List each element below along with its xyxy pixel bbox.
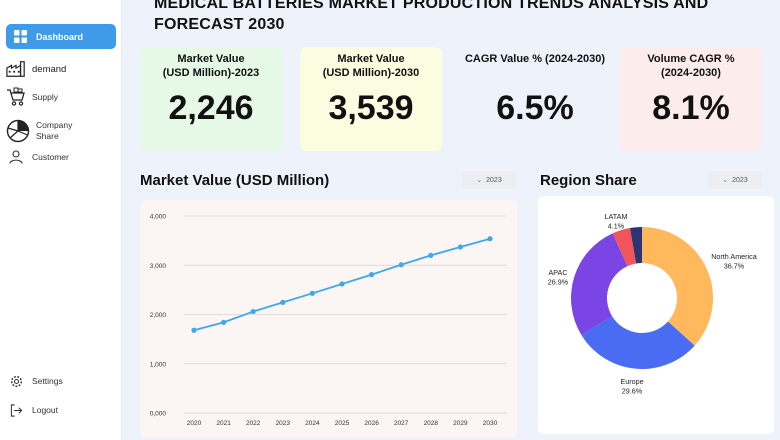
x-tick-label: 2022 bbox=[246, 420, 261, 427]
y-tick-label: 3,000 bbox=[150, 263, 167, 270]
data-point bbox=[487, 236, 493, 242]
pie-slice bbox=[571, 233, 628, 335]
sidebar-item-label: Supply bbox=[32, 92, 58, 102]
slice-value-label: 29.6% bbox=[622, 387, 643, 396]
kpi-card-market-value-2023: Market Value (USD Million)-2023 2,246 bbox=[140, 47, 282, 151]
x-tick-label: 2027 bbox=[394, 420, 409, 427]
data-point bbox=[339, 281, 345, 287]
x-tick-label: 2026 bbox=[364, 420, 379, 427]
sidebar-item-customer[interactable]: Customer bbox=[6, 148, 116, 166]
sidebar-item-logout[interactable]: Logout bbox=[6, 401, 116, 419]
kpi-card-market-value-2030: Market Value (USD Million)-2030 3,539 bbox=[300, 47, 442, 151]
pie-slice bbox=[630, 227, 642, 264]
slice-value-label: 36.7% bbox=[724, 262, 745, 271]
sidebar-item-label: demand bbox=[32, 63, 67, 75]
cart-icon bbox=[6, 87, 26, 107]
gear-icon bbox=[6, 371, 26, 391]
x-tick-label: 2028 bbox=[424, 420, 439, 427]
x-tick-label: 2024 bbox=[305, 420, 320, 427]
pie-slice bbox=[612, 228, 637, 267]
page-title: MEDICAL BATTERIES MARKET PRODUCTION TREN… bbox=[154, 0, 709, 33]
region-chart-title: Region Share bbox=[540, 172, 637, 189]
data-point bbox=[309, 290, 315, 296]
sidebar-item-label: Company Share bbox=[36, 120, 73, 141]
sidebar-item-label: Logout bbox=[32, 405, 58, 415]
data-point bbox=[191, 327, 197, 333]
x-tick-label: 2020 bbox=[187, 420, 202, 427]
market-chart-title: Market Value (USD Million) bbox=[140, 172, 330, 189]
kpi-value: 8.1% bbox=[652, 89, 730, 127]
data-point bbox=[221, 319, 227, 325]
sidebar-item-demand[interactable]: demand bbox=[6, 57, 116, 81]
slice-label: North America bbox=[711, 252, 757, 261]
sidebar: Dashboard demand Supply Company Share Cu… bbox=[0, 0, 122, 440]
pie-slice bbox=[581, 316, 695, 369]
grid-icon bbox=[12, 27, 28, 47]
data-point bbox=[428, 252, 434, 258]
region-year-dropdown[interactable]: ⌄ 2023 bbox=[708, 171, 762, 189]
data-point bbox=[250, 308, 256, 315]
pie-icon bbox=[6, 119, 30, 143]
y-tick-label: 0,000 bbox=[150, 411, 167, 418]
data-point bbox=[369, 272, 375, 278]
x-tick-label: 2030 bbox=[483, 420, 498, 427]
x-tick-label: 2029 bbox=[453, 420, 468, 427]
region-share-chart-card: North America 36.7% Europe 29.6% APAC 26.9% LA… bbox=[538, 196, 774, 434]
kpi-value: 3,539 bbox=[328, 89, 414, 127]
main-content: MEDICAL BATTERIES MARKET PRODUCTION TREN… bbox=[122, 0, 780, 440]
slice-label: LATAM bbox=[605, 212, 628, 221]
factory-icon bbox=[6, 59, 26, 79]
dropdown-value: 2023 bbox=[486, 176, 502, 184]
user-icon bbox=[6, 147, 26, 167]
slice-value-label: 4.1% bbox=[608, 222, 625, 231]
data-point bbox=[280, 299, 286, 305]
x-tick-label: 2021 bbox=[216, 420, 231, 427]
data-point bbox=[457, 244, 463, 250]
slice-label: Europe bbox=[620, 377, 643, 386]
sidebar-item-supply[interactable]: Supply bbox=[6, 85, 116, 109]
slice-label: APAC bbox=[548, 268, 567, 277]
market-value-line-chart: 0,000 1,000 2,000 3,000 4,000 2020 2021 2022 202… bbox=[150, 214, 507, 427]
sidebar-item-label: Settings bbox=[32, 376, 63, 386]
kpi-label: CAGR Value % (2024-2030) bbox=[464, 53, 605, 65]
kpi-card-volume-cagr: Volume CAGR % (2024-2030) 8.1% bbox=[620, 47, 762, 151]
logout-icon bbox=[6, 400, 26, 420]
kpi-label: Market Value (USD Million)-2030 bbox=[322, 53, 420, 79]
sidebar-item-dashboard[interactable]: Dashboard bbox=[6, 24, 116, 49]
y-tick-label: 2,000 bbox=[150, 312, 167, 319]
dropdown-value: 2023 bbox=[732, 176, 748, 184]
chevron-down-icon: ⌄ bbox=[476, 177, 483, 184]
pie-slice bbox=[642, 227, 713, 346]
y-tick-label: 4,000 bbox=[150, 214, 167, 221]
market-year-dropdown[interactable]: ⌄ 2023 bbox=[462, 171, 516, 189]
kpi-label: Volume CAGR % (2024-2030) bbox=[647, 53, 735, 79]
sidebar-item-label: Customer bbox=[32, 152, 69, 162]
y-tick-label: 1,000 bbox=[150, 361, 167, 368]
kpi-card-cagr-value: CAGR Value % (2024-2030) 6.5% bbox=[455, 47, 615, 151]
kpi-value: 6.5% bbox=[496, 89, 574, 127]
kpi-label: Market Value (USD Million)-2023 bbox=[162, 53, 260, 79]
market-value-chart-card: 0,000 1,000 2,000 3,000 4,000 2020 2021 2022 202… bbox=[140, 200, 517, 438]
chevron-down-icon: ⌄ bbox=[722, 177, 729, 184]
x-tick-label: 2023 bbox=[276, 420, 291, 427]
sidebar-item-label: Dashboard bbox=[36, 31, 84, 42]
x-tick-label: 2025 bbox=[335, 420, 350, 427]
data-point bbox=[398, 262, 404, 268]
sidebar-item-settings[interactable]: Settings bbox=[6, 372, 116, 390]
slice-value-label: 26.9% bbox=[548, 278, 569, 287]
kpi-value: 2,246 bbox=[168, 89, 254, 127]
sidebar-item-company-share[interactable]: Company Share bbox=[6, 118, 116, 144]
